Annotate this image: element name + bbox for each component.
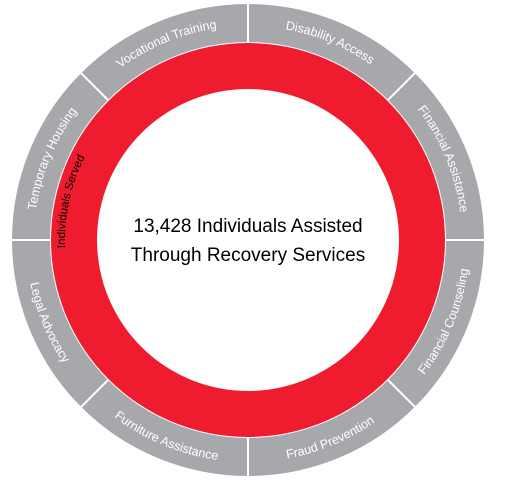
center-title-line-1: 13,428 Individuals Assisted <box>133 216 362 237</box>
center-disc <box>97 89 399 391</box>
center-title-line-2: Through Recovery Services <box>131 245 365 266</box>
